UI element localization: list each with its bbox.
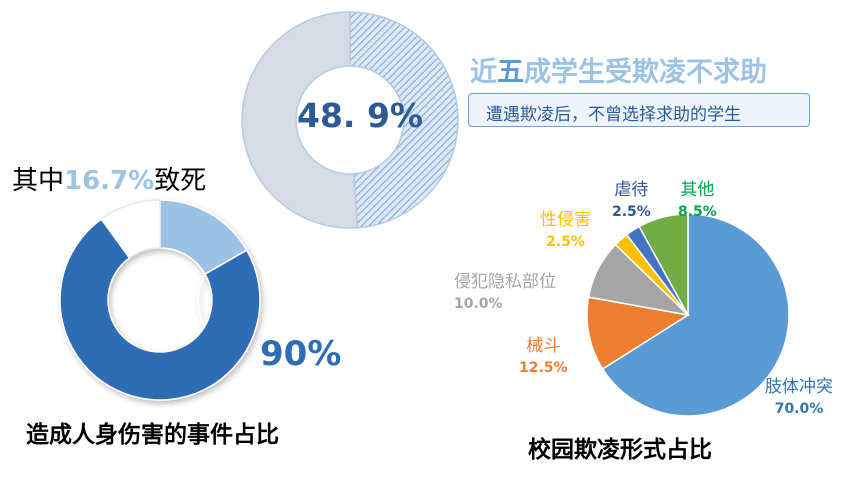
bullying-forms-pie — [586, 213, 790, 417]
help-seeking-donut — [241, 11, 459, 229]
injury-chart-title: 造成人身伤害的事件占比 — [26, 422, 279, 448]
label-armed-fight: 械斗 12.5% — [519, 331, 568, 376]
headline-part-2: 五 — [497, 57, 524, 88]
donut-segment-remaining — [241, 11, 359, 229]
headline-part-1: 近 — [470, 57, 497, 88]
label-sexual-assault-name: 性侵害 — [540, 210, 591, 230]
label-abuse-pct: 2.5% — [612, 204, 651, 220]
label-physical-conflict-name: 肢体冲突 — [765, 377, 833, 397]
headline: 近五成学生受欺凌不求助 — [470, 50, 767, 89]
help-percent-value: 48. 9% — [297, 96, 423, 135]
label-abuse-name: 虐待 — [614, 180, 649, 200]
death-ratio-value: 16.7% — [64, 166, 155, 196]
pie-slice-armed-fight — [586, 296, 691, 370]
donut-segment-non-injury — [100, 199, 161, 259]
label-physical-conflict: 肢体冲突 70.0% — [765, 372, 833, 417]
label-armed-fight-pct: 12.5% — [519, 360, 568, 376]
callout-text: 遭遇欺凌后，不曾选择求助的学生 — [486, 105, 741, 125]
injury-donut — [59, 199, 261, 401]
label-abuse: 虐待 2.5% — [612, 175, 651, 220]
label-privacy-violation-name: 侵犯隐私部位 — [454, 272, 556, 292]
label-other: 其他 8.5% — [678, 175, 717, 220]
label-privacy-violation-pct: 10.0% — [454, 296, 503, 312]
death-ratio-label: 其中16.7%致死 — [12, 160, 206, 197]
donut-segment-no-help — [349, 11, 459, 229]
death-label-prefix: 其中 — [12, 166, 65, 196]
label-sexual-assault: 性侵害 2.5% — [540, 205, 591, 250]
label-physical-conflict-pct: 70.0% — [774, 401, 824, 417]
label-other-pct: 8.5% — [678, 204, 717, 220]
callout-box — [468, 93, 810, 127]
label-other-name: 其他 — [680, 180, 715, 200]
pie-slice-other — [638, 213, 689, 316]
pie-slice-physical-conflict — [601, 213, 790, 417]
death-label-suffix: 致死 — [154, 166, 207, 196]
forms-chart-title: 校园欺凌形式占比 — [528, 437, 712, 463]
headline-part-3: 成学生受欺凌不求助 — [524, 57, 767, 88]
donut-segment-injury — [59, 218, 261, 401]
label-armed-fight-name: 械斗 — [526, 336, 561, 356]
label-sexual-assault-pct: 2.5% — [546, 234, 585, 250]
label-privacy-violation: 侵犯隐私部位 10.0% — [454, 267, 556, 312]
injury-percent-value: 90% — [260, 334, 342, 374]
